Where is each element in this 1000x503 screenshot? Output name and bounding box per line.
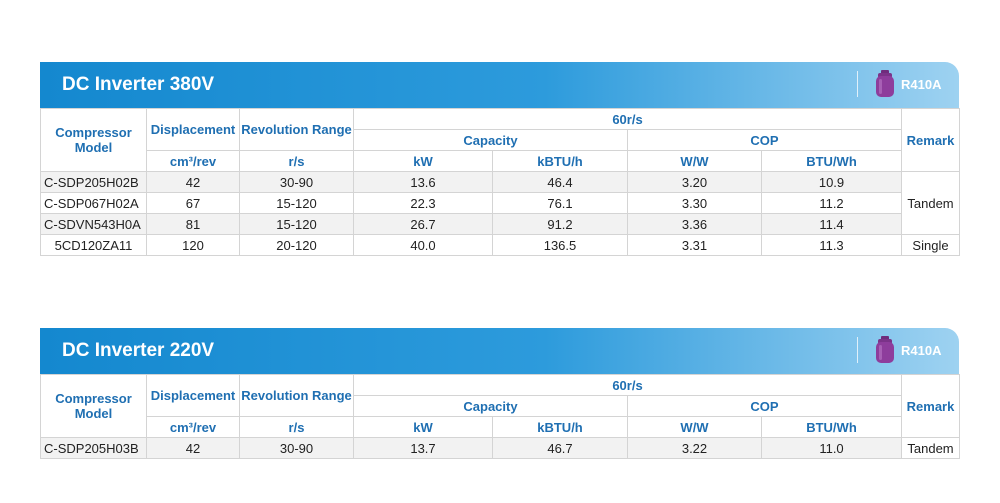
cell-revolution: 30-90 [239,171,354,193]
refrigerant-label: R410A [901,77,942,92]
unit-btu-wh: BTU/Wh [761,416,902,438]
panel-title: DC Inverter 380V [62,74,215,95]
spec-table: Compressor Model Displacement Revolution … [40,374,960,459]
cell-displacement: 42 [146,437,240,459]
header-cop: COP [627,395,902,417]
cell-displacement: 67 [146,192,240,214]
unit-rs: r/s [239,416,354,438]
cell-kw: 13.7 [353,437,493,459]
cell-revolution: 15-120 [239,192,354,214]
cell-model: 5CD120ZA11 [40,234,147,256]
cell-kw: 22.3 [353,192,493,214]
cell-displacement: 42 [146,171,240,193]
header-cop: COP [627,129,902,151]
cell-btuwh: 11.2 [761,192,902,214]
cell-revolution: 30-90 [239,437,354,459]
cell-kbtu: 136.5 [492,234,628,256]
cell-ww: 3.30 [627,192,762,214]
header-displacement: Displacement [146,108,240,151]
refrigerant-cylinder-icon [876,70,894,97]
cell-btuwh: 11.0 [761,437,902,459]
panel-banner: DC Inverter 220V R410A [40,328,959,374]
spec-table: Compressor Model Displacement Revolution … [40,108,960,256]
header-capacity: Capacity [353,129,628,151]
cell-kbtu: 46.4 [492,171,628,193]
cell-model: C-SDVN543H0A [40,213,147,235]
table-row: C-SDP205H03B 42 30-90 13.7 46.7 3.22 11.… [40,437,960,459]
table-row: C-SDVN543H0A 81 15-120 26.7 91.2 3.36 11… [40,213,960,235]
cell-ww: 3.20 [627,171,762,193]
cell-kbtu: 91.2 [492,213,628,235]
cell-displacement: 120 [146,234,240,256]
cell-btuwh: 10.9 [761,171,902,193]
cell-ww: 3.22 [627,437,762,459]
cell-kbtu: 76.1 [492,192,628,214]
header-remark: Remark [901,108,960,172]
cell-revolution: 20-120 [239,234,354,256]
banner-divider [857,337,858,363]
panel-title: DC Inverter 220V [62,340,215,361]
cell-remark: Tandem [901,437,960,459]
cell-remark: Tandem [901,171,960,235]
cell-btuwh: 11.4 [761,213,902,235]
unit-cm3-rev: cm³/rev [146,150,240,172]
header-compressor-model: Compressor Model [40,374,147,438]
banner-divider [857,71,858,97]
unit-ww: W/W [627,416,762,438]
header-remark: Remark [901,374,960,438]
spec-panel-220v: DC Inverter 220V R410A Compressor Model D… [40,328,960,459]
panel-banner: DC Inverter 380V R410A [40,62,959,108]
table-row: 5CD120ZA11 120 20-120 40.0 136.5 3.31 11… [40,234,960,256]
cell-ww: 3.36 [627,213,762,235]
unit-cm3-rev: cm³/rev [146,416,240,438]
header-capacity: Capacity [353,395,628,417]
unit-kw: kW [353,416,493,438]
header-displacement: Displacement [146,374,240,417]
cell-remark: Single [901,234,960,256]
cell-ww: 3.31 [627,234,762,256]
cell-model: C-SDP205H02B [40,171,147,193]
unit-rs: r/s [239,150,354,172]
header-compressor-model: Compressor Model [40,108,147,172]
unit-kbtu-h: kBTU/h [492,150,628,172]
unit-ww: W/W [627,150,762,172]
cell-kw: 26.7 [353,213,493,235]
unit-kbtu-h: kBTU/h [492,416,628,438]
cell-displacement: 81 [146,213,240,235]
unit-btu-wh: BTU/Wh [761,150,902,172]
cell-kbtu: 46.7 [492,437,628,459]
header-revolution-range: Revolution Range [239,108,354,151]
unit-kw: kW [353,150,493,172]
cell-kw: 13.6 [353,171,493,193]
cell-kw: 40.0 [353,234,493,256]
cell-revolution: 15-120 [239,213,354,235]
header-60rs: 60r/s [353,108,902,130]
cell-btuwh: 11.3 [761,234,902,256]
header-60rs: 60r/s [353,374,902,396]
table-row: C-SDP067H02A 67 15-120 22.3 76.1 3.30 11… [40,192,960,214]
refrigerant-label: R410A [901,343,942,358]
spec-panel-380v: DC Inverter 380V R410A Compressor Model D… [40,62,960,256]
header-revolution-range: Revolution Range [239,374,354,417]
refrigerant-cylinder-icon [876,336,894,363]
table-row: C-SDP205H02B 42 30-90 13.6 46.4 3.20 10.… [40,171,960,235]
cell-model: C-SDP067H02A [40,192,147,214]
cell-model: C-SDP205H03B [40,437,147,459]
